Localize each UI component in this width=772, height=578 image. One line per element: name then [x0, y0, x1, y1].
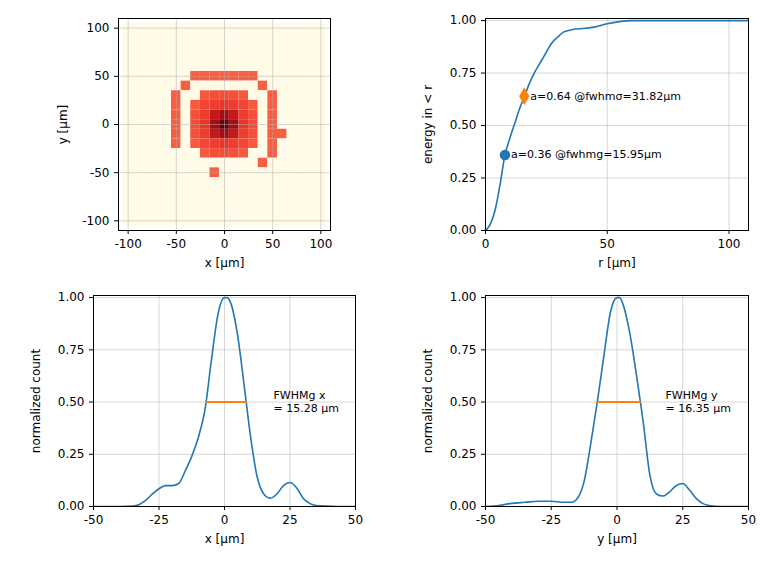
svg-text:energy in < r: energy in < r: [421, 85, 435, 164]
svg-text:0.00: 0.00: [58, 499, 85, 513]
svg-text:normalized count: normalized count: [29, 349, 43, 454]
svg-text:100: 100: [309, 237, 332, 251]
svg-text:-50: -50: [476, 513, 496, 527]
svg-text:0: 0: [221, 237, 229, 251]
svg-text:-100: -100: [115, 237, 142, 251]
svg-text:0.75: 0.75: [58, 343, 85, 357]
svg-text:0.50: 0.50: [450, 118, 477, 132]
svg-text:-50: -50: [167, 237, 187, 251]
svg-text:-25: -25: [541, 513, 561, 527]
svg-text:0.25: 0.25: [450, 447, 477, 461]
svg-text:-100: -100: [82, 214, 109, 228]
svg-text:0: 0: [613, 513, 621, 527]
svg-text:50: 50: [600, 237, 615, 251]
svg-text:0: 0: [482, 237, 490, 251]
svg-text:25: 25: [282, 513, 297, 527]
svg-text:y [μm]: y [μm]: [56, 105, 70, 145]
svg-text:0.00: 0.00: [450, 223, 477, 237]
svg-text:50: 50: [348, 513, 363, 527]
svg-text:-50: -50: [84, 513, 104, 527]
svg-text:100: 100: [87, 21, 110, 35]
svg-text:-25: -25: [149, 513, 169, 527]
svg-text:a=0.64 @fwhmσ=31.82μm: a=0.64 @fwhmσ=31.82μm: [530, 90, 681, 103]
svg-text:r [μm]: r [μm]: [598, 256, 635, 270]
svg-text:normalized count: normalized count: [421, 349, 435, 454]
svg-text:0: 0: [102, 117, 110, 131]
svg-text:0.75: 0.75: [450, 343, 477, 357]
svg-text:0.50: 0.50: [58, 395, 85, 409]
svg-text:1.00: 1.00: [450, 290, 477, 304]
svg-text:x [μm]: x [μm]: [205, 532, 245, 546]
svg-text:50: 50: [265, 237, 280, 251]
svg-text:x [μm]: x [μm]: [205, 256, 245, 270]
svg-text:0.25: 0.25: [450, 171, 477, 185]
svg-text:1.00: 1.00: [450, 13, 477, 27]
svg-text:0.75: 0.75: [450, 66, 477, 80]
svg-text:0.50: 0.50: [450, 395, 477, 409]
svg-text:25: 25: [675, 513, 690, 527]
svg-text:100: 100: [718, 237, 741, 251]
svg-text:50: 50: [94, 69, 109, 83]
svg-text:0.00: 0.00: [450, 499, 477, 513]
svg-text:0: 0: [221, 513, 229, 527]
svg-text:-50: -50: [90, 166, 110, 180]
svg-text:50: 50: [741, 513, 756, 527]
svg-text:y [μm]: y [μm]: [597, 532, 637, 546]
svg-text:FWHMg x= 15.28 μm: FWHMg x= 15.28 μm: [274, 389, 339, 415]
svg-text:FWHMg y= 16.35 μm: FWHMg y= 16.35 μm: [666, 389, 731, 415]
svg-text:0.25: 0.25: [58, 447, 85, 461]
svg-text:1.00: 1.00: [58, 290, 85, 304]
svg-text:a=0.36 @fwhmg=15.95μm: a=0.36 @fwhmg=15.95μm: [511, 148, 662, 161]
